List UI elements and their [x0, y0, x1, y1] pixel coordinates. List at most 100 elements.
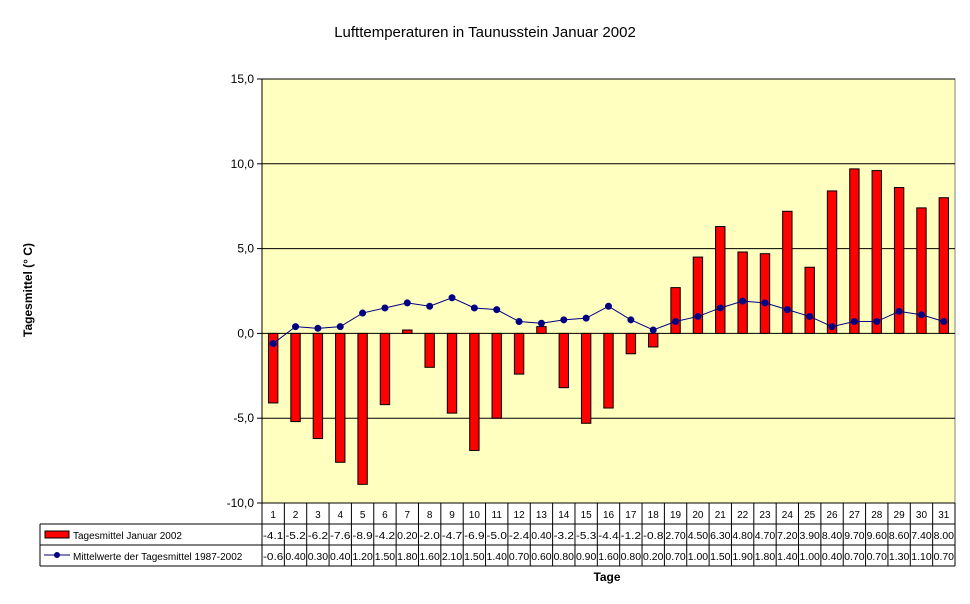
bar [916, 207, 927, 334]
bar [871, 170, 882, 334]
data-label: 0.60 [531, 552, 552, 563]
data-label: 7.40 [911, 531, 932, 542]
data-label: 1.00 [800, 552, 821, 563]
bar [357, 332, 368, 485]
x-tick-label: 20 [692, 510, 704, 521]
data-label: 1.50 [375, 552, 396, 563]
bar [893, 187, 905, 334]
x-tick-label: 6 [382, 510, 388, 521]
x-tick-label: 17 [625, 510, 637, 521]
bar [625, 332, 637, 355]
legend-label: Mittelwerte der Tagesmittel 1987-2002 [73, 552, 243, 563]
chart-title: Lufttemperaturen in Taunusstein Januar 2… [334, 24, 636, 41]
plot-area [261, 78, 956, 504]
y-tick-label: 10,0 [231, 157, 255, 171]
data-label: 8.40 [822, 531, 843, 542]
data-label: 0.40 [822, 552, 843, 563]
line-point [917, 311, 925, 319]
data-label: 0.80 [554, 552, 575, 563]
line-point [359, 309, 367, 317]
data-label: 4.80 [732, 531, 753, 542]
line-point [403, 299, 411, 307]
y-axis-label: Tagesmittel (° C) [21, 243, 35, 337]
data-label: 1.90 [732, 552, 753, 563]
bar [446, 332, 458, 414]
data-label: 0.70 [867, 552, 888, 563]
line-point [269, 340, 277, 348]
data-label: -6.2 [308, 531, 329, 542]
line-point [716, 304, 724, 312]
data-label: 0.70 [934, 552, 955, 563]
y-tick-label: -5,0 [233, 411, 254, 425]
data-label: -8.9 [352, 531, 373, 542]
line-point [739, 297, 747, 305]
data-label: 0.30 [308, 552, 329, 563]
line-point [627, 316, 635, 324]
x-tick-label: 3 [315, 510, 321, 521]
line-point [873, 318, 881, 326]
data-label: 0.40 [285, 552, 306, 563]
data-label: 1.60 [598, 552, 619, 563]
bar [558, 332, 569, 389]
line-point [761, 299, 769, 307]
data-label: 1.50 [464, 552, 485, 563]
line-point [828, 323, 836, 331]
x-tick-label: 12 [514, 510, 526, 521]
line-point [582, 314, 590, 322]
x-tick-label: 2 [293, 510, 299, 521]
y-tick-label: 15,0 [231, 72, 255, 86]
bar [804, 266, 815, 334]
line-point [537, 319, 545, 327]
data-label: -4.1 [263, 531, 284, 542]
bar [670, 287, 681, 334]
x-tick-label: 31 [938, 510, 950, 521]
data-label: 0.80 [621, 552, 642, 563]
data-label: 6.30 [710, 531, 731, 542]
data-label: -1.2 [621, 531, 642, 542]
data-label: 4.70 [755, 531, 776, 542]
data-label: -3.2 [554, 531, 575, 542]
data-label: 1.50 [710, 552, 731, 563]
data-label: 0.20 [643, 552, 664, 563]
x-tick-label: 30 [916, 510, 928, 521]
bar [267, 332, 279, 404]
data-label: 1.00 [688, 552, 709, 563]
data-label: -7.6 [330, 531, 351, 542]
x-tick-label: 15 [581, 510, 593, 521]
data-label: 0.70 [844, 552, 865, 563]
data-label: 0.70 [509, 552, 530, 563]
x-tick-label: 14 [558, 510, 570, 521]
data-label: 9.70 [844, 531, 865, 542]
line-point [560, 316, 568, 324]
x-axis-label: Tage [593, 570, 620, 584]
data-label: -0.8 [643, 531, 664, 542]
x-tick-label: 7 [405, 510, 411, 521]
line-point [426, 302, 434, 310]
data-label: 1.10 [911, 552, 932, 563]
data-label: 2.10 [442, 552, 463, 563]
x-tick-label: 10 [469, 510, 481, 521]
data-label: 0.70 [665, 552, 686, 563]
y-tick-label: 5,0 [237, 242, 254, 256]
line-point [292, 323, 300, 331]
line-point [783, 306, 791, 314]
y-tick-label: 0,0 [237, 326, 254, 340]
data-label: -2.4 [509, 531, 530, 542]
bar [648, 332, 659, 348]
data-label: 0.40 [330, 552, 351, 563]
bar [312, 332, 324, 440]
data-label: 9.60 [867, 531, 888, 542]
x-tick-label: 18 [648, 510, 660, 521]
bar [715, 226, 726, 334]
x-tick-label: 9 [449, 510, 455, 521]
data-label: -5.0 [487, 531, 508, 542]
bar [603, 332, 614, 409]
data-label: 1.30 [889, 552, 910, 563]
data-label: 1.40 [487, 552, 508, 563]
x-tick-label: 13 [536, 510, 548, 521]
data-label: 0.90 [576, 552, 597, 563]
x-tick-label: 8 [427, 510, 433, 521]
data-label: 8.60 [889, 531, 910, 542]
line-point [895, 307, 903, 315]
x-tick-label: 25 [804, 510, 816, 521]
